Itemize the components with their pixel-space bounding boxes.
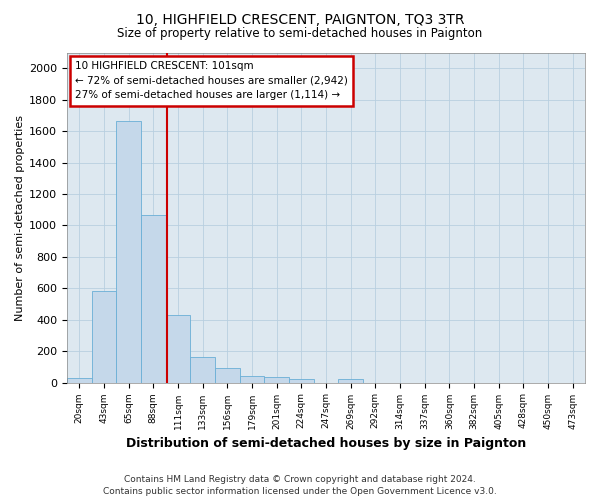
Bar (141, 215, 166, 382)
Bar (289, 380, 314, 382)
X-axis label: Distribution of semi-detached houses by size in Paignton: Distribution of semi-detached houses by … (126, 437, 526, 450)
Bar (116, 121, 141, 382)
Y-axis label: Number of semi-detached properties: Number of semi-detached properties (15, 114, 25, 320)
Text: Size of property relative to semi-detached houses in Paignton: Size of property relative to semi-detach… (118, 28, 482, 40)
Bar (190, 358, 215, 382)
Bar (166, 315, 190, 382)
Bar (239, 376, 265, 382)
Text: Contains HM Land Registry data © Crown copyright and database right 2024.
Contai: Contains HM Land Registry data © Crown c… (103, 474, 497, 496)
Bar (92, 292, 116, 382)
Bar (338, 380, 363, 382)
Text: 10, HIGHFIELD CRESCENT, PAIGNTON, TQ3 3TR: 10, HIGHFIELD CRESCENT, PAIGNTON, TQ3 3T… (136, 12, 464, 26)
Text: 10 HIGHFIELD CRESCENT: 101sqm
← 72% of semi-detached houses are smaller (2,942)
: 10 HIGHFIELD CRESCENT: 101sqm ← 72% of s… (75, 61, 347, 100)
Bar (265, 377, 289, 382)
Bar (67, 378, 92, 382)
Bar (215, 368, 239, 382)
